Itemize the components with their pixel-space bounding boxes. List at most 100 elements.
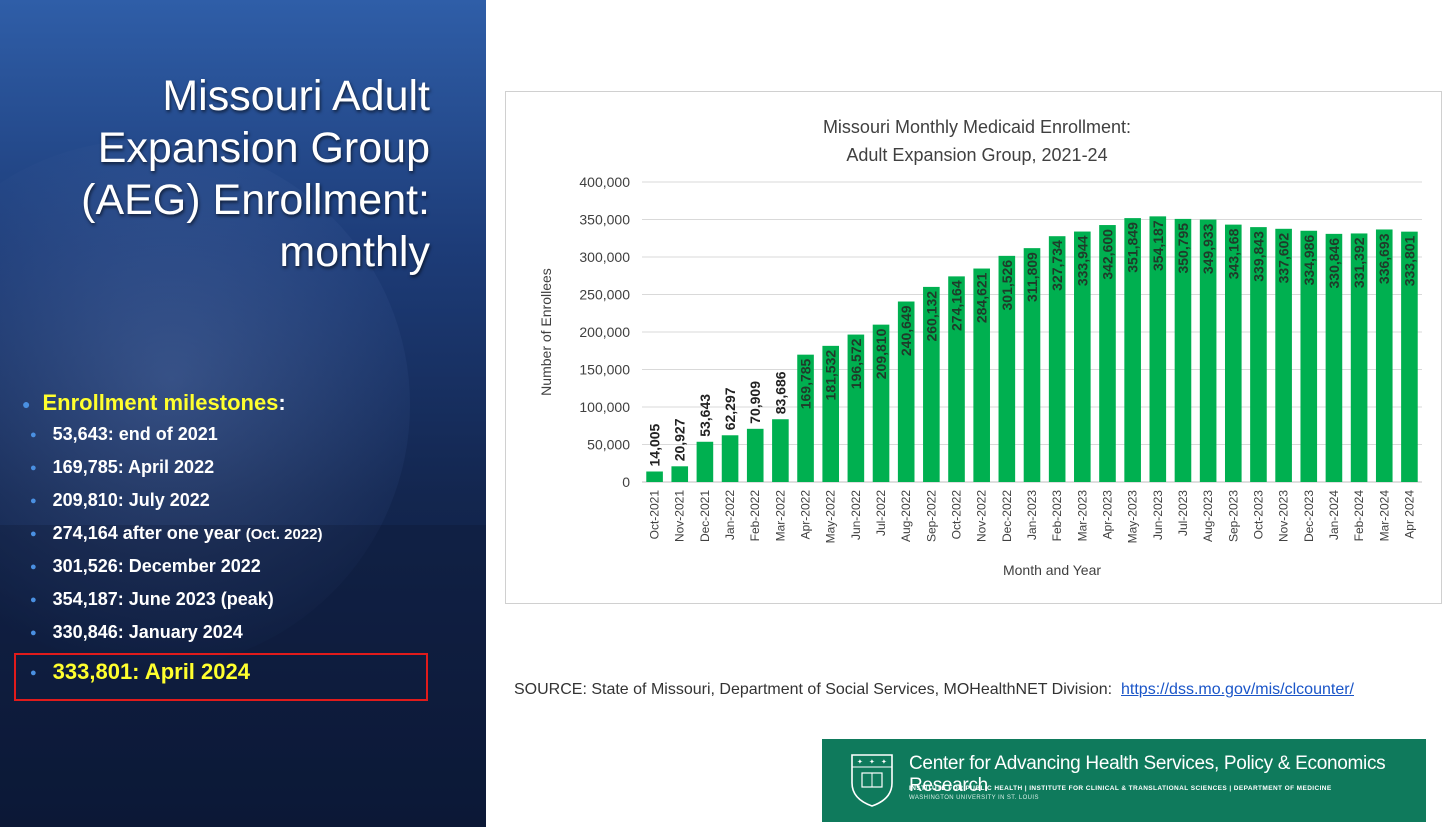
y-tick-label: 250,000 [579, 287, 630, 303]
bar [1124, 218, 1141, 482]
x-tick-label: Aug-2023 [1201, 490, 1215, 542]
x-tick-label: May-2022 [824, 490, 838, 544]
x-tick-label: Jun-2023 [1151, 490, 1165, 540]
x-tick-label: Oct-2023 [1251, 490, 1265, 540]
bar-data-label: 350,795 [1175, 223, 1191, 274]
x-tick-label: Mar-2023 [1075, 490, 1089, 542]
bar-data-label: 333,801 [1401, 235, 1417, 286]
x-tick-label: Feb-2023 [1050, 490, 1064, 542]
bar-data-label: 333,944 [1074, 235, 1090, 286]
chart-title: Missouri Monthly Medicaid Enrollment: [823, 117, 1131, 137]
bar-data-label: 349,933 [1200, 223, 1216, 274]
university-crest-icon: ✦ ✦ ✦ [851, 754, 893, 807]
bar-data-label: 343,168 [1225, 228, 1241, 279]
bar [797, 354, 814, 482]
bar-data-label: 334,986 [1301, 235, 1317, 286]
x-tick-label: Apr-2023 [1100, 490, 1114, 540]
bar-data-label: 342,600 [1099, 229, 1115, 280]
milestone-text: 330,846: January 2024 [52, 622, 243, 642]
bar-data-label: 62,297 [722, 387, 738, 430]
bar-data-label: 351,849 [1125, 222, 1141, 273]
chart-subtitle: Adult Expansion Group, 2021-24 [846, 145, 1107, 165]
milestone-text: 53,643: end of 2021 [52, 424, 218, 444]
slide-title: Missouri Adult Expansion Group (AEG) Enr… [10, 70, 430, 278]
bullet-icon: ● [30, 527, 37, 540]
x-tick-label: Feb-2024 [1352, 490, 1366, 542]
bar [822, 345, 840, 482]
bar [998, 255, 1016, 482]
bar [746, 428, 764, 482]
y-tick-label: 350,000 [579, 212, 630, 228]
bar-data-label: 196,572 [848, 338, 864, 389]
x-tick-label: Mar-2022 [773, 490, 787, 542]
x-tick-label: Jan-2022 [723, 490, 737, 540]
highlight-milestone-text: 333,801: April 2024 [52, 659, 250, 684]
x-tick-label: Oct-2022 [950, 490, 964, 540]
slide-title-line: Expansion Group [97, 124, 430, 172]
bar-data-label: 14,005 [647, 423, 663, 466]
x-tick-label: Apr-2022 [799, 490, 813, 540]
milestone-note: (Oct. 2022) [245, 526, 323, 543]
bullet-icon: ● [30, 593, 37, 606]
bar-data-label: 284,621 [974, 272, 990, 323]
x-tick-label: May-2023 [1126, 490, 1140, 544]
bar-data-label: 354,187 [1150, 220, 1166, 271]
bar-data-label: 53,643 [697, 394, 713, 437]
milestone-text: 354,187: June 2023 (peak) [52, 589, 274, 609]
milestone-item: ● 53,643: end of 2021 [22, 418, 462, 451]
bar-data-label: 331,392 [1351, 237, 1367, 288]
bar-data-label: 339,843 [1250, 231, 1266, 282]
x-tick-label: Jan-2024 [1327, 490, 1341, 540]
x-axis-label: Month and Year [1003, 562, 1101, 578]
y-tick-label: 300,000 [579, 249, 630, 265]
bar [1074, 231, 1091, 482]
bar-data-label: 336,693 [1376, 233, 1392, 284]
bar [1048, 236, 1066, 482]
bar-data-label: 83,686 [772, 371, 788, 414]
bar-data-label: 169,785 [798, 358, 814, 409]
bar [1275, 228, 1292, 482]
bar-data-label: 311,809 [1024, 252, 1040, 302]
bar [1099, 225, 1116, 483]
y-tick-label: 200,000 [579, 324, 630, 340]
x-tick-label: Sep-2023 [1226, 490, 1240, 542]
bar [1174, 218, 1192, 482]
bar [1325, 233, 1343, 482]
y-tick-label: 150,000 [579, 362, 630, 378]
x-tick-label: Nov-2021 [673, 490, 687, 542]
y-tick-label: 400,000 [579, 174, 630, 190]
bar [1199, 219, 1217, 483]
center-name: Center for Advancing Health Services, Po… [909, 753, 1386, 796]
x-tick-label: Apr 2024 [1402, 490, 1416, 539]
bar [1023, 248, 1041, 482]
milestone-item: ● 209,810: July 2022 [22, 484, 462, 517]
milestones-list: ● Enrollment milestones: ● 53,643: end of … [22, 388, 462, 649]
slide-title-line: (AEG) Enrollment: [81, 176, 430, 224]
bar [973, 268, 990, 482]
x-tick-label: Aug-2022 [899, 490, 913, 542]
bar [1375, 229, 1393, 482]
milestone-text: 209,810: July 2022 [52, 490, 210, 510]
svg-text:✦: ✦ [869, 758, 875, 766]
milestones-heading: ● Enrollment milestones: [22, 388, 462, 418]
milestone-item: ● 330,846: January 2024 [22, 616, 462, 649]
bullet-icon: ● [30, 428, 37, 441]
bar [671, 466, 689, 482]
milestones-heading-text: Enrollment milestones [42, 390, 279, 415]
bar [1300, 230, 1318, 482]
y-tick-label: 100,000 [579, 399, 630, 415]
bullet-icon: ● [30, 560, 37, 573]
x-tick-label: Jul-2022 [874, 490, 888, 536]
slide-title-line: monthly [279, 228, 430, 276]
source-link[interactable]: https://dss.mo.gov/mis/clcounter/ [1121, 681, 1354, 698]
left-panel: Missouri Adult Expansion Group (AEG) Enr… [0, 0, 486, 827]
bar [772, 419, 789, 482]
bar [1149, 216, 1167, 482]
bullet-icon: ● [30, 461, 37, 474]
y-tick-label: 50,000 [587, 437, 630, 453]
slide-title-line: Missouri Adult [162, 72, 430, 120]
bar-data-label: 181,532 [823, 350, 839, 401]
x-tick-label: Nov-2023 [1277, 490, 1291, 542]
bar-data-label: 274,164 [949, 280, 965, 331]
milestone-text: 301,526: December 2022 [52, 556, 261, 576]
